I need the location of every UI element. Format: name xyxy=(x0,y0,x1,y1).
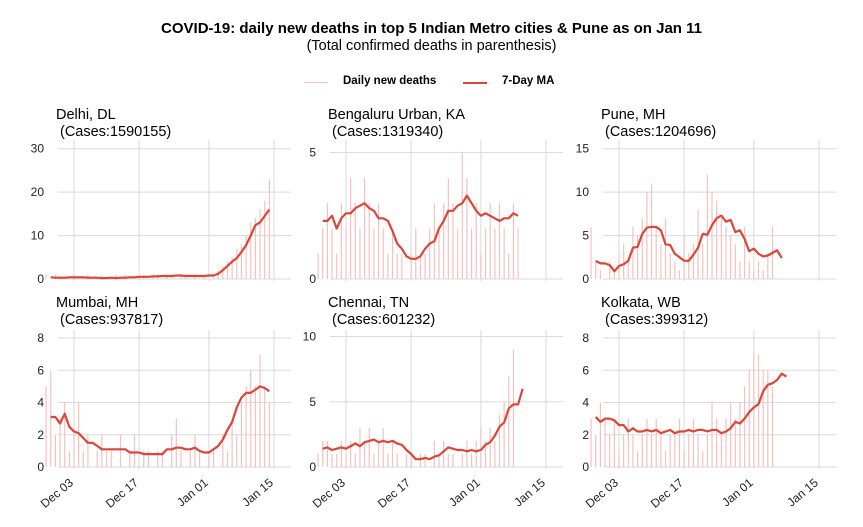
panel-4-ytick-label: 4 xyxy=(37,396,44,410)
panel-3-ytick-label: 5 xyxy=(582,229,589,243)
panel-5-xtick-label: Jan 15 xyxy=(511,475,548,509)
panel-2-ytick-label: 5 xyxy=(309,146,316,160)
panel-2-ytick-label: 0 xyxy=(309,272,316,286)
panel-4-title: Mumbai, MH xyxy=(56,295,138,311)
panel-6-ytick-label: 8 xyxy=(582,331,589,345)
panel-2-ma-line xyxy=(322,194,519,260)
panel-4-ytick-label: 8 xyxy=(37,331,44,345)
panel-5-xtick-label: Jan 01 xyxy=(446,475,483,509)
panel-5-ytick-label: 5 xyxy=(309,395,316,409)
legend: Daily new deaths 7-Day MA xyxy=(0,75,863,91)
panel-3-ytick-label: 0 xyxy=(582,272,589,286)
panel-3-cases: (Cases:1204696) xyxy=(605,124,716,140)
chart-subtitle: (Total confirmed deaths in parenthesis) xyxy=(306,38,557,54)
legend-label-daily: Daily new deaths xyxy=(343,75,437,87)
panel-1-cases: (Cases:1590155) xyxy=(60,124,171,140)
panel-1-title: Delhi, DL xyxy=(56,107,116,123)
chart-title: COVID-19: daily new deaths in top 5 Indi… xyxy=(161,20,702,37)
panel-1-ytick-label: 20 xyxy=(31,185,45,199)
panel-5-ytick-label: 0 xyxy=(309,460,316,474)
panel-6-xtick-label: Jan 01 xyxy=(719,475,756,509)
panel-6-ytick-label: 2 xyxy=(582,428,589,442)
panel-6-xtick-label: Dec 17 xyxy=(648,475,686,510)
panel-5-ytick-label: 10 xyxy=(303,330,317,344)
panel-5-xtick-label: Dec 17 xyxy=(375,475,413,510)
panel-4-xtick-label: Jan 01 xyxy=(174,475,211,509)
panel-6-ytick-label: 4 xyxy=(582,396,589,410)
panel-6-ytick-label: 0 xyxy=(582,460,589,474)
panel-1-ytick-label: 30 xyxy=(31,142,45,156)
panel-6-ytick-label: 6 xyxy=(582,363,589,377)
panel-4-ma-line xyxy=(50,385,270,456)
panel-4-xtick-label: Dec 03 xyxy=(38,475,76,510)
panel-4-xtick-label: Jan 15 xyxy=(239,475,276,509)
legend-swatch-daily xyxy=(304,82,328,83)
panel-4-cases: (Cases:937817) xyxy=(60,312,163,328)
panel-3-ma-line xyxy=(595,214,783,273)
panel-6-title: Kolkata, WB xyxy=(601,295,681,311)
legend-label-ma: 7-Day MA xyxy=(502,75,555,87)
panel-6-cases: (Cases:399312) xyxy=(605,312,708,328)
legend-swatch-ma xyxy=(463,82,487,84)
panel-4-ytick-label: 0 xyxy=(37,460,44,474)
panel-4-ytick-label: 2 xyxy=(37,428,44,442)
panel-4-xtick-label: Dec 17 xyxy=(103,475,141,510)
panel-3-ytick-label: 10 xyxy=(576,185,590,199)
panel-2-title: Bengaluru Urban, KA xyxy=(328,107,465,123)
panel-3-title: Pune, MH xyxy=(601,107,665,123)
panel-2-cases: (Cases:1319340) xyxy=(332,124,443,140)
panel-5-ma-line xyxy=(322,388,524,461)
panel-6-xtick-label: Dec 03 xyxy=(583,475,621,510)
panel-4-ytick-label: 6 xyxy=(37,363,44,377)
panel-6-ma-line xyxy=(594,372,788,435)
panel-1-ytick-label: 0 xyxy=(37,272,44,286)
panel-5-title: Chennai, TN xyxy=(328,295,409,311)
panel-5-cases: (Cases:601232) xyxy=(332,312,435,328)
panel-6-xtick-label: Jan 15 xyxy=(784,475,821,509)
panel-5-xtick-label: Dec 03 xyxy=(310,475,348,510)
panel-1-ytick-label: 10 xyxy=(31,229,45,243)
panel-1-ma-line xyxy=(50,208,271,280)
panel-3-ytick-label: 15 xyxy=(576,142,590,156)
